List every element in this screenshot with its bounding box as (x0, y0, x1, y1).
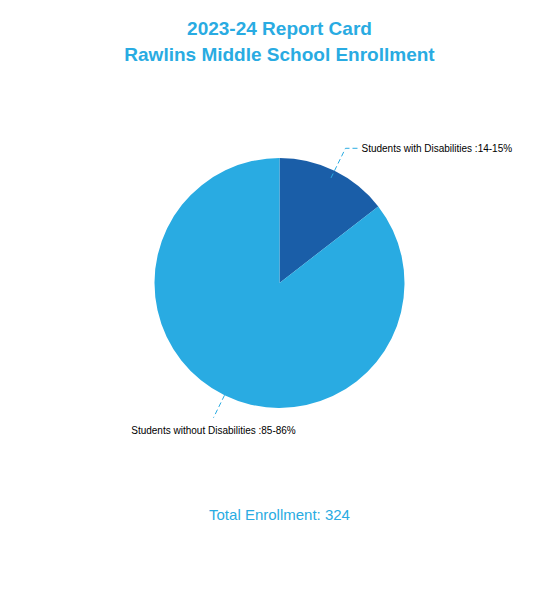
svg-text:Students without Disabilities: Students without Disabilities :85-86% (131, 425, 296, 436)
html-text:Rawlins Middle School Enrollme: Rawlins Middle School Enrollment (124, 44, 435, 65)
svg-text:Students with Disabilities :14: Students with Disabilities :14-15% (361, 143, 512, 154)
html-text:Total Enrollment: 324: Total Enrollment: 324 (209, 506, 350, 523)
html-text:2023-24 Report Card: 2023-24 Report Card (187, 18, 372, 39)
